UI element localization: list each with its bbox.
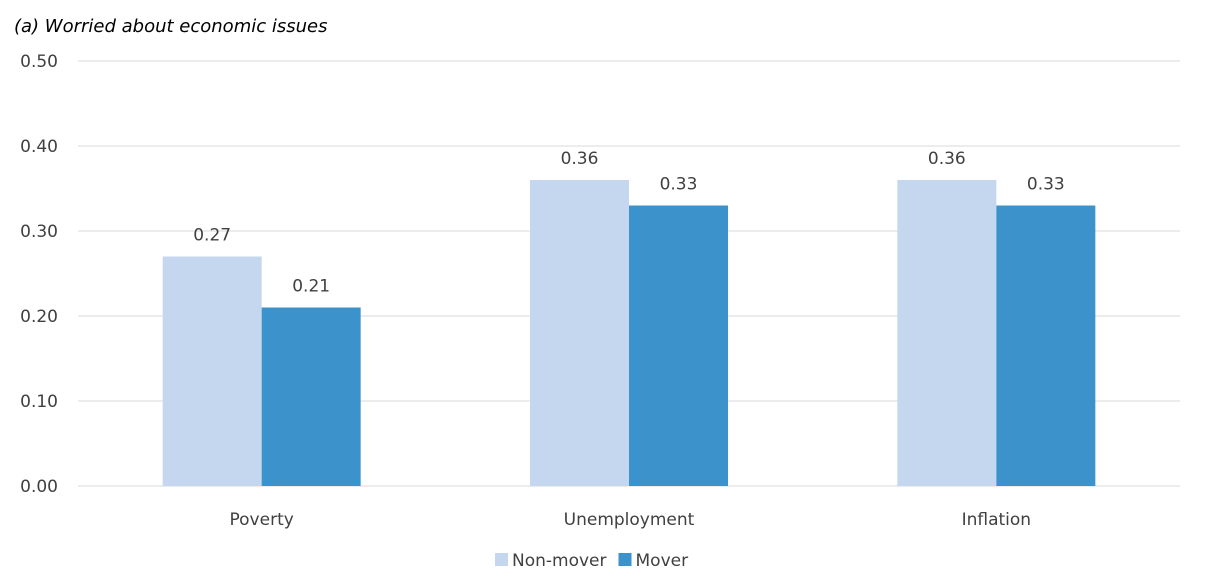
y-tick-label: 0.40 xyxy=(20,137,58,157)
legend: Non-mover Mover xyxy=(495,551,688,571)
bar-mover-poverty xyxy=(261,307,361,486)
legend-label: Non-mover xyxy=(512,551,607,571)
data-label: 0.21 xyxy=(292,277,330,297)
data-label: 0.27 xyxy=(193,226,231,246)
data-label: 0.36 xyxy=(928,149,966,169)
y-axis: 0.00 0.10 0.20 0.30 0.40 0.50 xyxy=(20,52,58,497)
y-tick-label: 0.30 xyxy=(20,222,58,242)
y-tick-label: 0.50 xyxy=(20,52,58,72)
y-tick-label: 0.00 xyxy=(20,477,58,497)
data-labels: 0.27 0.21 0.36 0.33 0.36 0.33 xyxy=(193,149,1065,297)
bar-non-mover-inflation xyxy=(897,180,997,486)
bar-mover-inflation xyxy=(996,205,1096,486)
data-label: 0.33 xyxy=(1027,175,1065,195)
legend-swatch xyxy=(495,553,508,566)
x-axis: Poverty Unemployment Inflation xyxy=(230,510,1032,530)
y-tick-label: 0.10 xyxy=(20,392,58,412)
bar-mover-unemployment xyxy=(629,205,728,486)
category-label: Unemployment xyxy=(564,510,695,530)
y-tick-label: 0.20 xyxy=(20,307,58,327)
legend-swatch xyxy=(618,553,632,566)
chart-title: (a) Worried about economic issues xyxy=(14,16,327,37)
bar-non-mover-poverty xyxy=(162,256,262,486)
category-label: Inflation xyxy=(962,510,1031,530)
legend-label: Mover xyxy=(636,551,689,571)
data-label: 0.36 xyxy=(561,149,599,169)
legend-item-non-mover: Non-mover xyxy=(495,551,607,571)
category-label: Poverty xyxy=(230,510,294,530)
bar-non-mover-unemployment xyxy=(530,180,629,486)
data-label: 0.33 xyxy=(660,175,698,195)
bars xyxy=(162,180,1096,486)
legend-item-mover: Mover xyxy=(618,551,689,571)
